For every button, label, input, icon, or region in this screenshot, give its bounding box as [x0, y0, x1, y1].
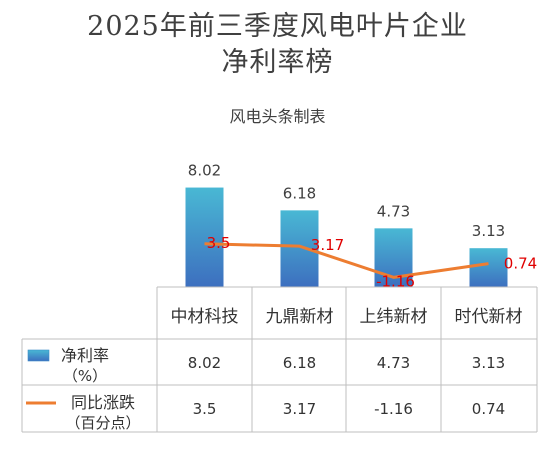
line-data-label: 3.5	[207, 234, 231, 252]
line-data-label: -1.16	[376, 272, 415, 290]
bar	[185, 187, 224, 287]
legend-bar-name: 净利率	[61, 346, 109, 365]
chart-subtitle: 风电头条制表	[229, 107, 326, 126]
table-cell-value: 6.18	[283, 354, 316, 372]
table-cell-value: 3.13	[472, 354, 505, 372]
legend-line-name: 同比涨跌	[71, 393, 135, 412]
table-cell-value: -1.16	[374, 400, 413, 418]
bar	[469, 248, 508, 287]
line-layer: 3.5 3.17 -1.16 0.74	[204, 234, 537, 290]
category-label: 时代新材	[455, 307, 523, 327]
bar-data-label: 4.73	[377, 202, 410, 220]
legend-bar-swatch	[27, 349, 50, 362]
category-label: 上纬新材	[360, 307, 428, 327]
chart-title-line2: 净利率榜	[221, 47, 334, 78]
legend-bar-unit: （%）	[63, 367, 107, 385]
bar-data-label: 3.13	[472, 222, 505, 240]
bars-layer: 8.02 6.18 4.73 3.13	[185, 162, 508, 287]
bar-data-label: 6.18	[283, 184, 316, 202]
bar	[280, 210, 319, 287]
chart-title-line1: 2025年前三季度风电叶片企业	[87, 11, 468, 42]
table-cell-value: 3.17	[283, 400, 316, 418]
category-label: 中材科技	[171, 307, 239, 327]
line-series	[204, 242, 489, 279]
legend-line-unit: （百分点）	[65, 414, 140, 432]
line-data-label: 0.74	[504, 255, 537, 273]
table-cell-value: 4.73	[377, 354, 410, 372]
line-data-label: 3.17	[311, 236, 344, 254]
table-cell-value: 0.74	[472, 400, 505, 418]
table-cell-value: 8.02	[188, 354, 221, 372]
bar-data-label: 8.02	[188, 162, 221, 180]
table-cell-value: 3.5	[193, 400, 217, 418]
category-label: 九鼎新材	[266, 307, 334, 327]
